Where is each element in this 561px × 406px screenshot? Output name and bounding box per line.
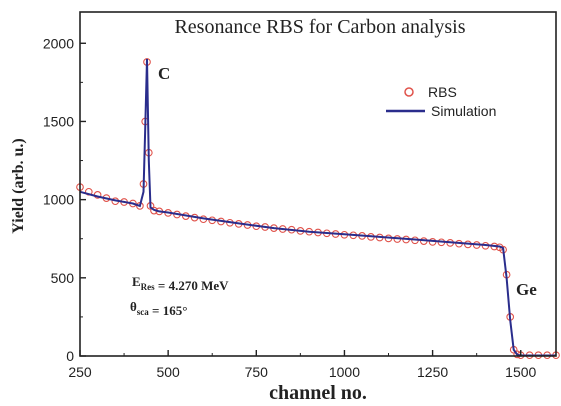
- legend-rbs-marker: [404, 87, 414, 97]
- x-tick-label: 250: [68, 364, 92, 380]
- x-tick-label: 1000: [329, 364, 360, 380]
- chart-title: Resonance RBS for Carbon analysis: [174, 16, 465, 38]
- x-tick-label: 750: [245, 364, 269, 380]
- y-axis-ticks: 0 500 1000 1500 2000: [43, 35, 86, 364]
- scattering-angle-label: θsca = 165°: [130, 299, 187, 318]
- resonance-energy-label: ERes = 4.270 MeV: [132, 274, 229, 293]
- simulation-line: [79, 58, 556, 357]
- carbon-peak-label: C: [158, 64, 170, 83]
- germanium-edge-label: Ge: [516, 280, 537, 299]
- y-tick-label: 500: [51, 270, 75, 286]
- legend-simulation-label: Simulation: [431, 103, 496, 119]
- y-tick-label: 1000: [43, 192, 74, 208]
- plot-frame: [79, 11, 557, 357]
- legend-rbs-label: RBS: [428, 84, 457, 100]
- x-tick-label: 500: [156, 364, 180, 380]
- x-tick-label: 1250: [417, 364, 448, 380]
- y-tick-label: 2000: [43, 35, 74, 51]
- x-axis-label: channel no.: [269, 382, 367, 404]
- legend: RBS Simulation: [386, 84, 496, 119]
- y-axis-label: Yield (arb. u.): [10, 138, 27, 233]
- y-tick-label: 1500: [43, 113, 74, 129]
- x-axis-ticks: 250 500 750 1000 1250 1500: [68, 350, 537, 380]
- x-tick-label: 1500: [505, 364, 536, 380]
- y-tick-label: 0: [66, 348, 74, 364]
